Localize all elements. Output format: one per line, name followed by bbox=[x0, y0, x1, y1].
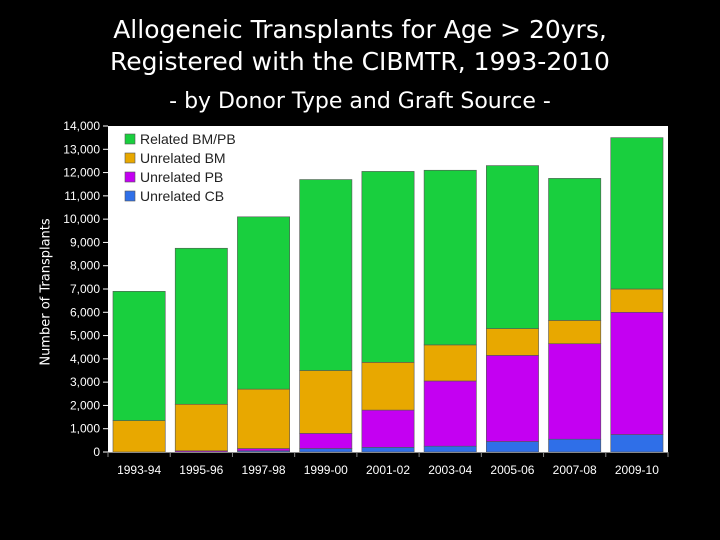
x-tick-label: 2003-04 bbox=[428, 463, 472, 477]
x-tick-label: 1995-96 bbox=[179, 463, 223, 477]
y-tick-label: 11,000 bbox=[64, 189, 100, 203]
bar-segment-related-bm-pb bbox=[361, 171, 415, 363]
bar-segment-related-bm-pb bbox=[423, 169, 477, 346]
bar-segment-unrelated-pb bbox=[299, 433, 353, 449]
bar-segment-unrelated-cb bbox=[423, 445, 477, 453]
bar-segment-unrelated-pb bbox=[423, 380, 477, 447]
title-line-1: Allogeneic Transplants for Age > 20yrs, bbox=[113, 15, 607, 44]
y-axis: 0 1,000 2,000 3,000 4,000 5,000 6,000 7,000 8,00… bbox=[63, 119, 108, 459]
legend-swatch bbox=[124, 152, 136, 164]
legend-swatch bbox=[124, 133, 136, 145]
y-tick-label: 5,000 bbox=[70, 329, 100, 343]
bar-segment-unrelated-cb bbox=[548, 438, 602, 453]
x-axis: 1993-94 1995-96 1997-98 1999-00 2001-02 2003-… bbox=[107, 452, 669, 477]
bar-segment-unrelated-pb bbox=[486, 355, 539, 442]
bar-segment-unrelated-bm bbox=[237, 388, 290, 449]
bar-segment-related-bm-pb bbox=[112, 291, 166, 421]
bar-segment-unrelated-pb bbox=[610, 311, 664, 435]
bar-segment-related-bm-pb bbox=[174, 247, 228, 405]
bar-segment-related-bm-pb bbox=[237, 216, 290, 390]
bar-segment-unrelated-pb bbox=[237, 448, 290, 452]
x-tick-label: 1999-00 bbox=[304, 463, 348, 477]
legend-label: Related BM/PB bbox=[140, 131, 236, 147]
bar-segment-unrelated-bm bbox=[486, 328, 539, 356]
x-tick-label: 1997-98 bbox=[242, 463, 286, 477]
bar-segment-unrelated-bm bbox=[112, 420, 166, 453]
y-tick-label: 8,000 bbox=[70, 259, 100, 273]
x-tick-label: 2007-08 bbox=[553, 463, 597, 477]
bar-segment-related-bm-pb bbox=[548, 178, 602, 321]
y-tick-label: 10,000 bbox=[63, 212, 100, 226]
chart-subtitle: - by Donor Type and Graft Source - bbox=[169, 89, 551, 114]
legend-label: Unrelated PB bbox=[140, 169, 223, 185]
x-tick-label: 2009-10 bbox=[615, 463, 659, 477]
x-tick-label: 2005-06 bbox=[490, 463, 534, 477]
y-tick-label: 1,000 bbox=[70, 422, 100, 436]
x-tick-label: 1993-94 bbox=[117, 463, 161, 477]
y-tick-label: 3,000 bbox=[70, 375, 100, 389]
legend-swatch bbox=[124, 190, 136, 202]
x-tick-label: 2001-02 bbox=[366, 463, 410, 477]
bar-segment-unrelated-pb bbox=[548, 343, 602, 440]
y-tick-label: 7,000 bbox=[70, 282, 100, 296]
chart-title: Allogeneic Transplants for Age > 20yrs, … bbox=[0, 14, 720, 78]
legend-swatch bbox=[124, 171, 136, 183]
bars-group bbox=[112, 137, 664, 453]
legend-label: Unrelated CB bbox=[140, 188, 224, 204]
bar-segment-related-bm-pb bbox=[299, 179, 353, 371]
bar-segment-unrelated-bm bbox=[299, 370, 353, 434]
bar-segment-unrelated-cb bbox=[361, 447, 415, 453]
bar-segment-related-bm-pb bbox=[610, 137, 664, 290]
bar-segment-unrelated-cb bbox=[486, 441, 539, 453]
bar-segment-unrelated-cb bbox=[610, 434, 664, 453]
bar-segment-unrelated-cb bbox=[299, 448, 353, 453]
legend-label: Unrelated BM bbox=[140, 150, 226, 166]
legend: Related BM/PB Unrelated BM Unrelated PB Unr… bbox=[124, 131, 236, 204]
bar-segment-related-bm-pb bbox=[486, 165, 539, 329]
bar-segment-unrelated-pb bbox=[361, 409, 415, 448]
bar-segment-unrelated-bm bbox=[610, 288, 664, 313]
bar-segment-unrelated-bm bbox=[548, 320, 602, 345]
y-tick-label: 2,000 bbox=[70, 398, 100, 412]
y-tick-label: 6,000 bbox=[70, 305, 100, 319]
y-tick-label: 0 bbox=[93, 445, 100, 459]
bar-segment-unrelated-bm bbox=[361, 362, 415, 411]
title-line-2: Registered with the CIBMTR, 1993-2010 bbox=[110, 47, 610, 76]
y-tick-label: 4,000 bbox=[70, 352, 100, 366]
y-tick-label: 9,000 bbox=[70, 235, 100, 249]
y-tick-label: 14,000 bbox=[63, 119, 100, 133]
y-tick-label: 12,000 bbox=[63, 166, 100, 180]
y-tick-label: 13,000 bbox=[63, 142, 100, 156]
bar-segment-unrelated-bm bbox=[423, 344, 477, 382]
bar-segment-unrelated-bm bbox=[174, 403, 228, 452]
